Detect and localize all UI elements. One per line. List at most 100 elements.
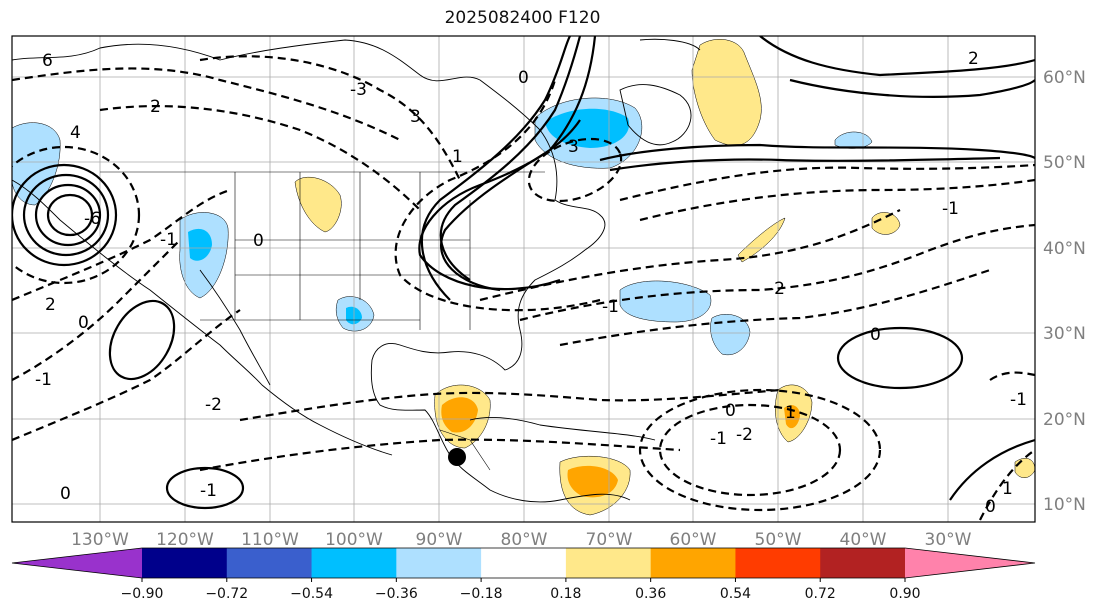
contour-solid-se (949, 438, 1035, 501)
contour-dash-carib-low-2 (638, 388, 882, 512)
contour-solid-atl-jet-1 (599, 143, 1035, 162)
contour-low-pacific-4 (12, 163, 118, 267)
contour-solid-trough-1 (420, 36, 571, 301)
contour-label: -1 (35, 370, 52, 390)
contour-label: -3 (350, 80, 367, 100)
contour-dash-north-3 (199, 55, 461, 181)
contour-label: 0 (60, 484, 71, 504)
colorbar-tick-label: 0.72 (805, 586, 836, 602)
graticule (12, 36, 1035, 522)
shade-pos-labrador (691, 39, 762, 146)
lon-label: 100°W (325, 530, 383, 550)
colorbar-segment (735, 548, 821, 578)
contour-labels: 6 2 4 0 3 1 2 0 -1 -2 -3 -6 -1 0 3 2 -1 … (35, 49, 1027, 517)
contour-label: 3 (410, 107, 421, 127)
colorbar-segment (311, 548, 397, 578)
contour-low-pacific-2 (34, 183, 102, 247)
contour-label: -1 (1010, 390, 1027, 410)
colorbar-tick-label: 0.36 (635, 586, 666, 602)
shade-neg-atlantic2 (710, 314, 751, 356)
contour-label: 6 (42, 51, 53, 71)
colorbar-segment (481, 548, 567, 578)
shade-pos-rockies (294, 176, 342, 233)
contour-dash-south-1 (239, 388, 781, 422)
contour-solid-ne (759, 36, 1035, 77)
contour-label: 0 (253, 231, 264, 251)
storm-center-marker (448, 448, 466, 466)
lon-label: 90°W (416, 530, 463, 550)
lat-label: 10°N (1043, 495, 1086, 515)
shade-neg-canada-core (545, 108, 630, 148)
contour-neg-canada-core (527, 137, 623, 203)
contour-high-mid-atl (836, 326, 964, 390)
map-frame (11, 35, 1036, 523)
contours (12, 36, 1035, 521)
lon-label: 60°W (670, 530, 717, 550)
colorbar-tick-label: 0.18 (550, 586, 581, 602)
contour-label: 4 (70, 123, 81, 143)
colorbar-extend-low (12, 548, 142, 578)
contour-dash-east (989, 371, 1035, 381)
contour-solid-trough-3 (439, 36, 597, 292)
lon-label: 70°W (586, 530, 633, 550)
contour-label: 0 (870, 325, 881, 345)
contour-label: -2 (768, 279, 785, 299)
colorbar-segment (565, 548, 652, 578)
lat-label: 50°N (1043, 153, 1086, 173)
colorbar-tick-label: −0.54 (290, 586, 333, 602)
lat-label: 40°N (1043, 239, 1086, 259)
contour-label: 0 (985, 497, 996, 517)
contour-label: -6 (84, 209, 101, 229)
contour-dash-west-2 (12, 239, 181, 381)
colorbar-tick-label: −0.36 (375, 586, 418, 602)
contour-label: 0 (725, 401, 736, 421)
contour-solid-pac-small (165, 466, 245, 510)
contour-dash-atl-2 (639, 178, 1035, 222)
lon-label: 30°W (925, 530, 972, 550)
contour-high-pacific (108, 299, 176, 381)
contour-label: 2 (968, 49, 979, 69)
contour-solid-atl-jet-2 (609, 156, 1001, 172)
shade-pos-small (871, 212, 901, 235)
contour-solid-trough-4 (418, 119, 581, 291)
contour-dash-mid-2 (519, 223, 1035, 322)
colorbar-extend-high (905, 548, 1035, 578)
colorbar-segment (396, 548, 482, 578)
contour-dash-trough-outer (394, 79, 601, 312)
shade-neg-atlantic (619, 280, 712, 323)
contour-dash-mid-3 (559, 268, 991, 347)
contour-dash-atl-1 (619, 163, 1035, 202)
lat-label: 30°N (1043, 324, 1086, 344)
lon-label: 50°W (755, 530, 802, 550)
political-borders (100, 171, 545, 471)
contour-label: -2 (736, 425, 753, 445)
contour-solid-ne-2 (789, 78, 1035, 98)
map-title: 2025082400 F120 (444, 8, 601, 28)
contour-label: 0 (518, 68, 529, 88)
latitude-labels: 60°N 50°N 40°N 30°N 20°N 10°N (1043, 68, 1086, 515)
contour-dash-north-2 (99, 104, 421, 211)
colorbar-tick-label: −0.72 (205, 586, 248, 602)
lon-label: 80°W (501, 530, 548, 550)
colorbar: −0.90 −0.72 −0.54 −0.36 −0.18 0.18 0.36 0.54 0.7… (11, 547, 1036, 602)
colorbar-tick-label: 0.90 (889, 586, 920, 602)
shade-pos-east (1014, 458, 1035, 478)
lat-label: 20°N (1043, 410, 1086, 430)
shade-neg-west-core (188, 228, 212, 261)
contour-label: 2 (150, 97, 161, 117)
contour-dash-north-1 (12, 67, 401, 141)
contour-label: -1 (710, 429, 727, 449)
contour-label: -2 (205, 395, 222, 415)
shade-pos-caribbean-core (567, 465, 618, 498)
shade-pos-atlantic-streak (737, 217, 786, 263)
shade-neg-north-atl (834, 131, 873, 149)
shade-pos-mid-atl-core (784, 405, 800, 429)
contour-label: 1 (785, 403, 796, 423)
contour-label: -1 (942, 199, 959, 219)
colorbar-segment (650, 548, 736, 578)
contour-label: 2 (45, 295, 56, 315)
contour-label: -1 (602, 297, 619, 317)
lon-label: 120°W (156, 530, 214, 550)
contour-low-pacific-5 (12, 145, 141, 285)
